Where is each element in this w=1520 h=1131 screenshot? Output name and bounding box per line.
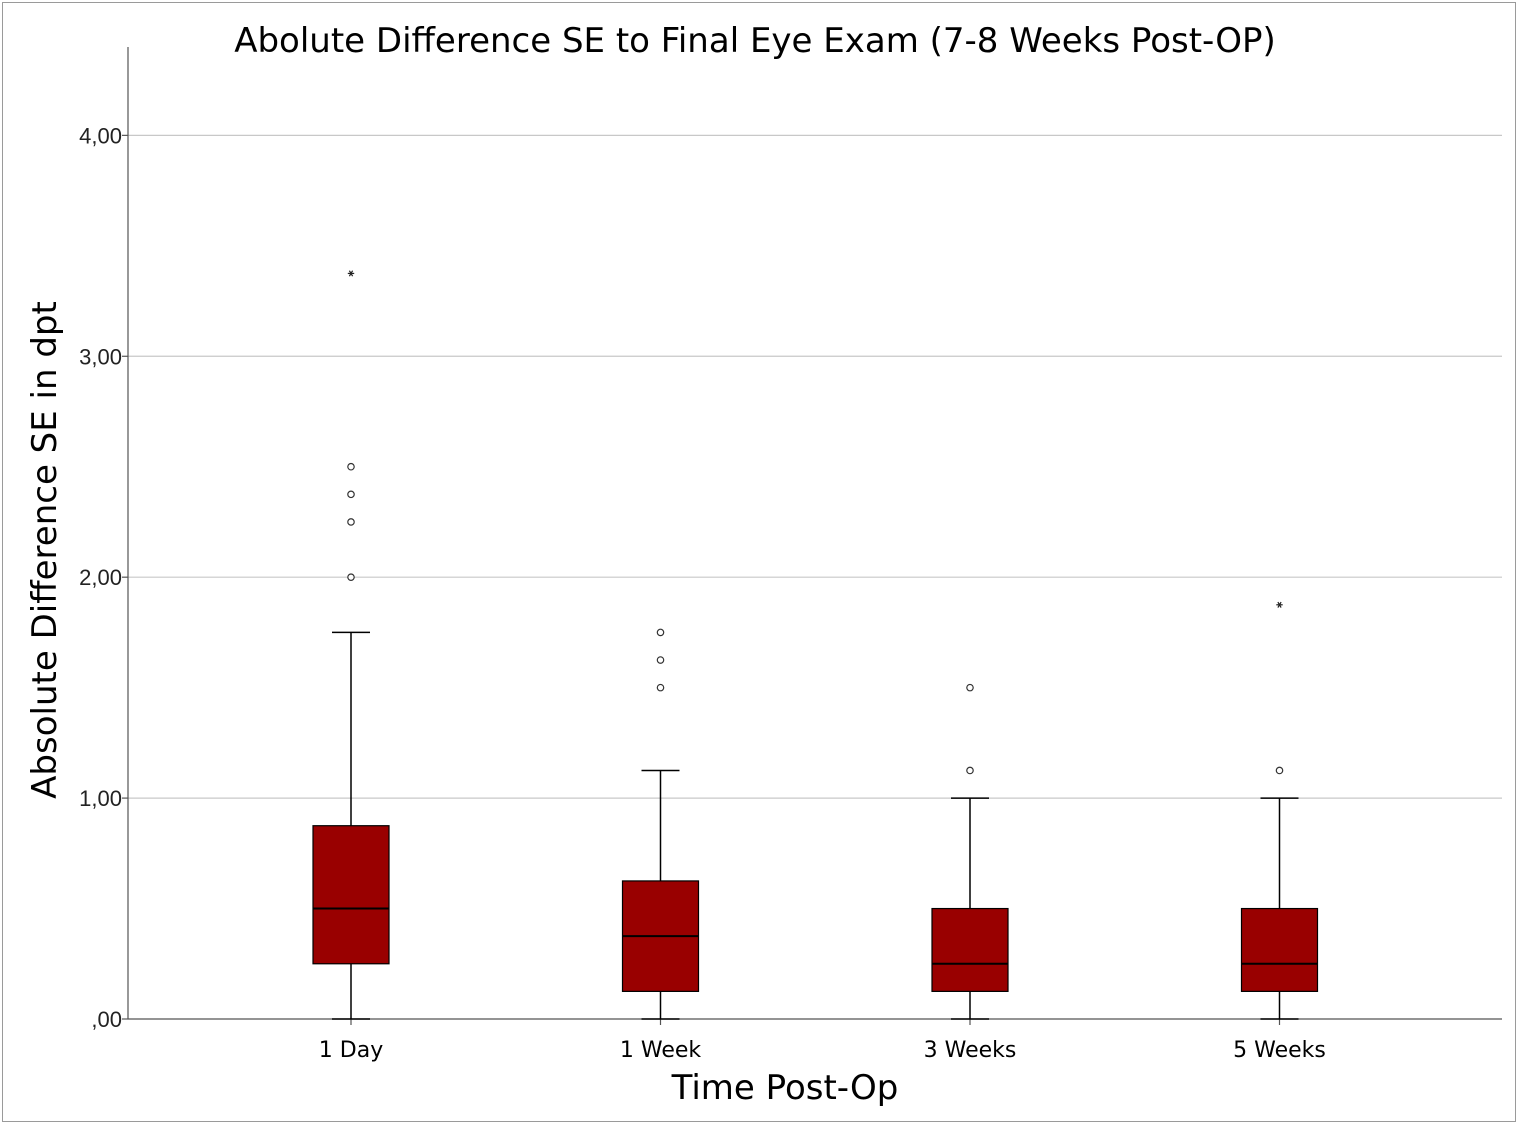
y-tick-label: 3,00 bbox=[79, 344, 122, 369]
outlier-point bbox=[656, 683, 665, 692]
y-axis-title: Absolute Difference SE in dpt bbox=[25, 301, 65, 799]
box-group-2 bbox=[621, 628, 700, 1020]
extreme-point bbox=[1276, 601, 1283, 608]
box-group-3 bbox=[931, 683, 1009, 1020]
outlier-point bbox=[966, 683, 974, 692]
x-category-label: 1 Week bbox=[620, 1038, 702, 1063]
x-category-labels: 1 Day 1 Week 3 Weeks 5 Weeks bbox=[319, 1038, 1326, 1063]
chart-title: Abolute Difference SE to Final Eye Exam … bbox=[234, 21, 1276, 61]
outlier-point bbox=[347, 518, 355, 526]
box-group-4 bbox=[1240, 601, 1319, 1020]
iqr-box bbox=[312, 825, 390, 965]
x-category-label: 5 Weeks bbox=[1233, 1038, 1326, 1063]
y-tick-label: 1,00 bbox=[79, 786, 122, 811]
boxes bbox=[312, 270, 1319, 1020]
outlier-point bbox=[656, 656, 665, 664]
y-tick-label: 4,00 bbox=[79, 123, 122, 148]
y-tick-labels: ,00 1,00 2,00 3,00 4,00 bbox=[79, 123, 122, 1032]
iqr-box bbox=[1240, 907, 1319, 992]
box-group-1 bbox=[312, 270, 390, 1020]
outlier-point bbox=[966, 766, 974, 775]
outlier-point bbox=[347, 462, 355, 471]
x-axis-title: Time Post-Op bbox=[671, 1068, 899, 1108]
y-tick-label: 2,00 bbox=[79, 565, 122, 590]
extreme-stroke bbox=[1277, 601, 1282, 608]
outlier-point bbox=[656, 628, 665, 637]
x-category-label: 3 Weeks bbox=[924, 1038, 1017, 1063]
outlier-point bbox=[347, 490, 355, 499]
extreme-stroke bbox=[348, 270, 354, 277]
outlier-point bbox=[1275, 766, 1284, 775]
extreme-point bbox=[347, 270, 355, 277]
iqr-box bbox=[931, 907, 1009, 992]
outlier-point bbox=[347, 573, 355, 581]
y-tick-label: ,00 bbox=[91, 1007, 122, 1032]
gridlines bbox=[128, 134, 1502, 799]
x-category-label: 1 Day bbox=[319, 1038, 383, 1063]
